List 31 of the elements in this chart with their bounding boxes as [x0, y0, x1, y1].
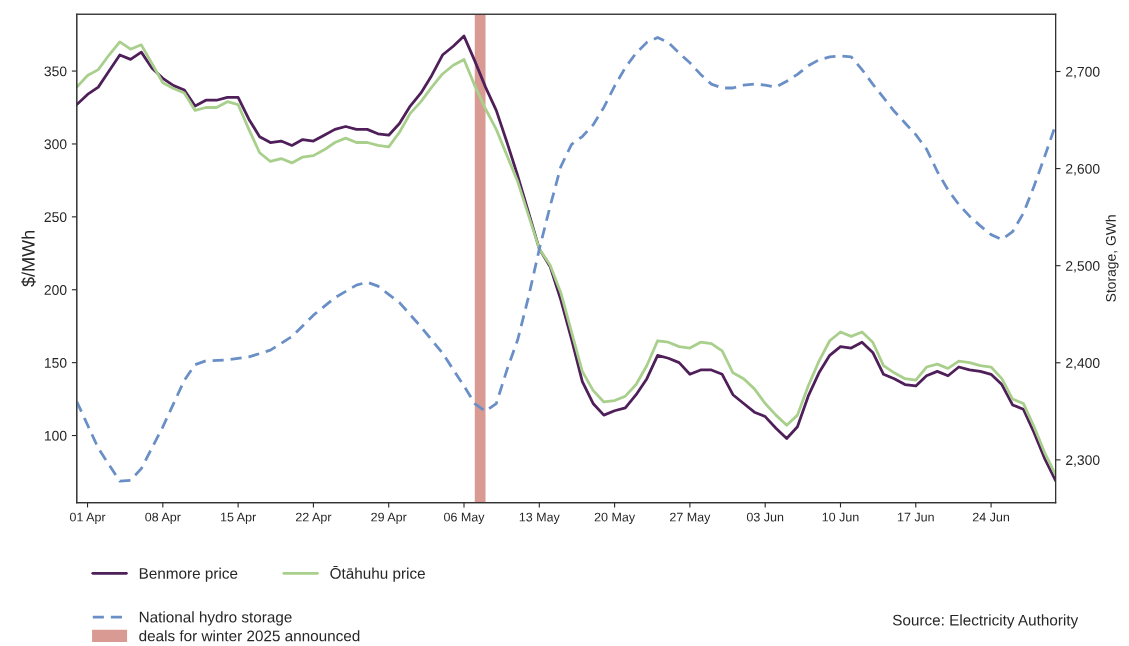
y-tick-label: 100	[44, 430, 67, 441]
y-tick-label: 150	[44, 357, 67, 368]
x-tick-label: 01 Apr	[69, 512, 106, 524]
y2-tick-label: 2,600	[1066, 163, 1100, 176]
legend-label: deals for winter 2025 announced	[139, 630, 360, 642]
x-tick-label: 03 Jun	[746, 512, 784, 522]
x-tick-label: 17 Jun	[897, 512, 934, 522]
x-tick-label: 22 Apr	[295, 512, 332, 524]
y-tick-label: 250	[44, 212, 67, 223]
x-tick-label: 24 Jun	[972, 512, 1010, 522]
y2-axis-title: Storage, GWh	[1105, 215, 1119, 302]
source-note: Source: Electricity Authority	[892, 614, 1079, 629]
y-tick-label: 300	[44, 139, 67, 150]
legend-label: Benmore price	[139, 567, 238, 582]
x-tick-label: 27 May	[670, 512, 711, 524]
x-tick-label: 20 May	[594, 512, 636, 524]
y2-tick-label: 2,700	[1066, 66, 1100, 79]
x-tick-label: 13 May	[519, 512, 560, 524]
y2-tick-label: 2,500	[1066, 261, 1100, 273]
x-tick-label: 15 Apr	[221, 512, 256, 524]
legend-label: Ōtāhuhu price	[330, 566, 425, 582]
legend-label: National hydro storage	[139, 611, 292, 626]
y-tick-label: 200	[44, 285, 67, 295]
y2-tick-label: 2,400	[1066, 358, 1100, 370]
y-axis-title: $/MWh	[21, 230, 36, 287]
x-tick-label: 29 Apr	[371, 512, 407, 524]
y2-tick-label: 2,300	[1066, 455, 1100, 467]
x-tick-label: 08 Apr	[145, 512, 181, 524]
y-tick-label: 350	[44, 66, 67, 77]
x-tick-label: 10 Jun	[822, 512, 859, 522]
x-tick-label: 06 May	[444, 512, 485, 524]
